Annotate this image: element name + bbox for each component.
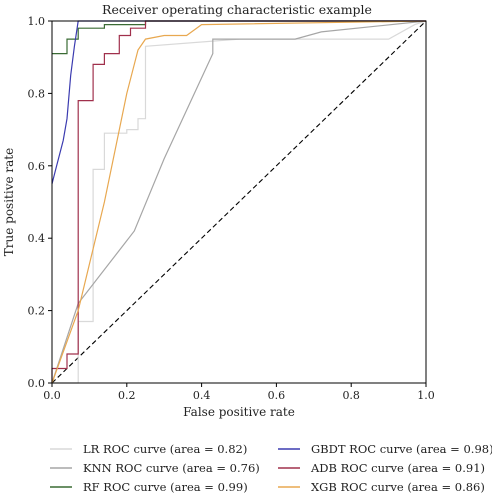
legend-label: LR ROC curve (area = 0.82)	[83, 442, 247, 456]
x-tick-label: 0.8	[342, 389, 360, 402]
roc-curve-2	[52, 20, 426, 55]
legend-label: RF ROC curve (area = 0.99)	[83, 480, 248, 494]
y-axis-label: True positive rate	[2, 148, 16, 256]
legend-label: ADB ROC curve (area = 0.91)	[310, 461, 485, 475]
x-tick-label: 0.0	[43, 389, 61, 402]
roc-curve-4	[51, 20, 426, 383]
x-tick-label: 0.4	[193, 389, 211, 402]
x-tick-label: 0.6	[268, 389, 286, 402]
roc-curve-5	[51, 20, 427, 384]
x-tick-label: 0.2	[118, 389, 136, 402]
y-tick-label: 0.2	[28, 305, 46, 318]
legend-label: KNN ROC curve (area = 0.76)	[83, 461, 260, 475]
legend-label: GBDT ROC curve (area = 0.98)	[311, 442, 492, 456]
y-tick-label: 0.4	[28, 232, 46, 245]
legend-label: XGB ROC curve (area = 0.86)	[311, 480, 485, 494]
legend: LR ROC curve (area = 0.82) KNN ROC curve …	[50, 442, 492, 494]
y-tick-label: 0.8	[28, 87, 46, 100]
chart-title: Receiver operating characteristic exampl…	[102, 2, 372, 17]
x-tick-label: 1.0	[417, 389, 435, 402]
roc-curve-3	[51, 20, 426, 185]
y-tick-label: 1.0	[28, 15, 46, 28]
x-axis-label: False positive rate	[183, 405, 295, 419]
plot-frame	[51, 20, 427, 384]
y-tick-label: 0.0	[28, 377, 46, 390]
roc-curve-1	[51, 20, 427, 384]
chance-diagonal-line	[51, 20, 427, 384]
y-tick-label: 0.6	[28, 160, 46, 173]
